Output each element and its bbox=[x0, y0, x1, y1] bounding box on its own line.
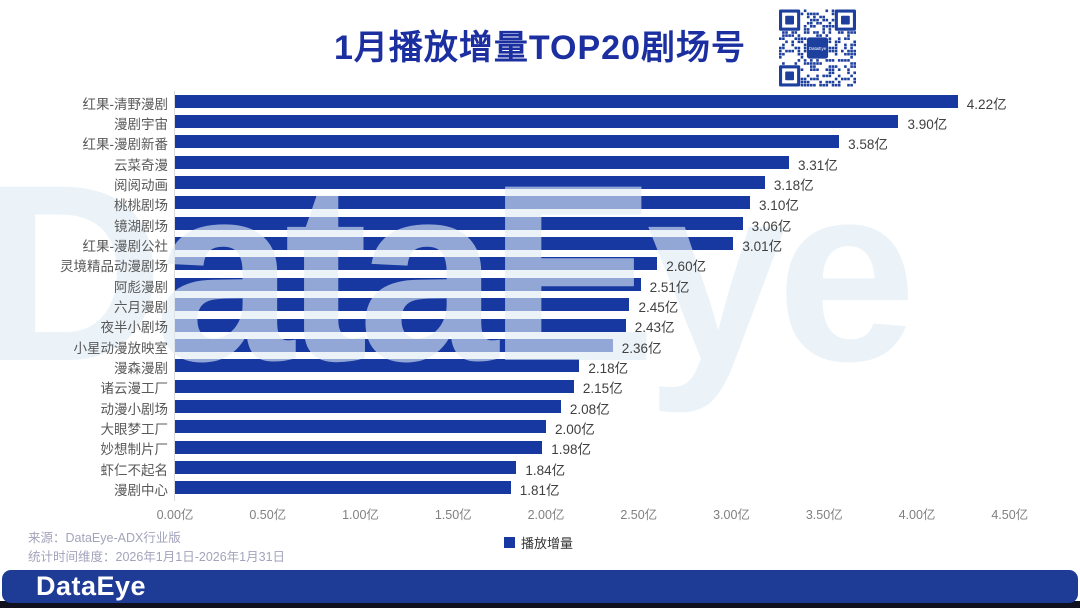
bar bbox=[175, 115, 899, 129]
value-label: 3.01亿 bbox=[742, 238, 783, 254]
category-label: 动漫小剧场 bbox=[100, 401, 169, 417]
bar bbox=[175, 257, 658, 271]
value-label: 2.15亿 bbox=[582, 381, 623, 397]
value-label: 1.84亿 bbox=[525, 462, 566, 478]
x-axis-tick: 3.50亿 bbox=[805, 508, 843, 522]
bar bbox=[175, 94, 958, 108]
legend-label: 播放增量 bbox=[521, 536, 574, 551]
page-title: 1月播放增量TOP20剧场号 bbox=[333, 29, 746, 67]
bar bbox=[175, 399, 561, 413]
source-note: 来源：DataEye-ADX行业版 bbox=[28, 531, 181, 545]
x-axis-tick: 0.00亿 bbox=[156, 508, 194, 522]
value-label: 2.43亿 bbox=[634, 320, 675, 336]
x-axis-tick: 3.00亿 bbox=[713, 508, 750, 522]
x-axis-tick: 2.00亿 bbox=[527, 508, 565, 522]
category-label: 云菜奇漫 bbox=[114, 157, 168, 173]
x-axis-tick: 1.50亿 bbox=[434, 508, 472, 522]
category-label: 大眼梦工厂 bbox=[100, 422, 169, 438]
value-label: 3.10亿 bbox=[759, 198, 799, 214]
value-label: 3.31亿 bbox=[798, 157, 838, 173]
bar bbox=[175, 135, 840, 149]
brand-logo: DataEye bbox=[36, 571, 147, 601]
category-label: 夜半小剧场 bbox=[100, 320, 169, 336]
value-label: 3.06亿 bbox=[751, 218, 792, 234]
category-label: 妙想制片厂 bbox=[100, 442, 169, 458]
value-label: 1.98亿 bbox=[551, 442, 592, 458]
category-label: 漫森漫剧 bbox=[114, 361, 168, 377]
category-label: 虾仁不起名 bbox=[100, 462, 169, 478]
value-label: 1.81亿 bbox=[519, 483, 560, 499]
category-label: 阅阅动画 bbox=[114, 177, 168, 193]
legend-swatch bbox=[504, 537, 515, 548]
value-label: 2.00亿 bbox=[555, 422, 595, 438]
category-label: 漫剧宇宙 bbox=[114, 116, 168, 132]
value-label: 2.08亿 bbox=[569, 401, 610, 417]
category-label: 阿彪漫剧 bbox=[114, 279, 168, 295]
bar bbox=[175, 481, 511, 495]
category-label: 镜湖剧场 bbox=[114, 218, 168, 234]
category-label: 桃桃剧场 bbox=[114, 198, 168, 214]
category-label: 小星动漫放映室 bbox=[73, 340, 169, 356]
bar bbox=[175, 420, 546, 434]
value-label: 3.90亿 bbox=[907, 116, 948, 132]
value-label: 3.58亿 bbox=[848, 137, 888, 153]
value-label: 2.51亿 bbox=[649, 279, 690, 295]
bar bbox=[175, 176, 765, 190]
value-label: 2.36亿 bbox=[621, 340, 662, 356]
category-label: 诸云漫工厂 bbox=[100, 381, 169, 397]
chart-legend: 播放增量 bbox=[504, 533, 573, 552]
y-axis-line bbox=[174, 91, 175, 501]
bar bbox=[175, 298, 630, 312]
bottom-dark-strip bbox=[0, 601, 1080, 608]
brand-footer-bar: DataEye bbox=[2, 570, 1078, 603]
bar bbox=[175, 216, 743, 230]
bar bbox=[175, 277, 641, 291]
bar bbox=[175, 155, 789, 169]
category-label: 漫剧中心 bbox=[114, 483, 168, 499]
x-axis-tick: 4.00亿 bbox=[898, 508, 936, 522]
x-axis-tick: 4.50亿 bbox=[991, 508, 1029, 522]
bar bbox=[175, 359, 580, 373]
category-label: 红果-漫剧公社 bbox=[82, 238, 169, 254]
x-axis-tick: 2.50亿 bbox=[620, 508, 658, 522]
value-label: 2.45亿 bbox=[638, 300, 679, 315]
bar bbox=[175, 338, 613, 352]
value-label: 2.18亿 bbox=[588, 361, 629, 377]
value-label: 4.22亿 bbox=[966, 96, 1007, 112]
bar bbox=[175, 460, 517, 474]
category-label: 红果-漫剧新番 bbox=[82, 137, 169, 153]
x-axis-tick: 1.00亿 bbox=[342, 508, 379, 522]
value-label: 2.60亿 bbox=[666, 259, 707, 275]
qr-center-brand: DataEye bbox=[809, 46, 827, 51]
bar bbox=[175, 196, 751, 210]
qr-code: DataEye bbox=[777, 8, 859, 88]
bar bbox=[175, 318, 626, 332]
bar bbox=[175, 237, 734, 251]
value-label: 3.18亿 bbox=[773, 177, 814, 193]
bar bbox=[175, 379, 574, 393]
bar bbox=[175, 440, 543, 454]
period-note: 统计时间维度：2026年1月1日-2026年1月31日 bbox=[28, 550, 286, 564]
x-axis-tick: 0.50亿 bbox=[249, 508, 287, 522]
category-label: 六月漫剧 bbox=[114, 300, 168, 315]
category-label: 红果-清野漫剧 bbox=[82, 96, 169, 112]
category-label: 灵境精品动漫剧场 bbox=[60, 259, 168, 275]
